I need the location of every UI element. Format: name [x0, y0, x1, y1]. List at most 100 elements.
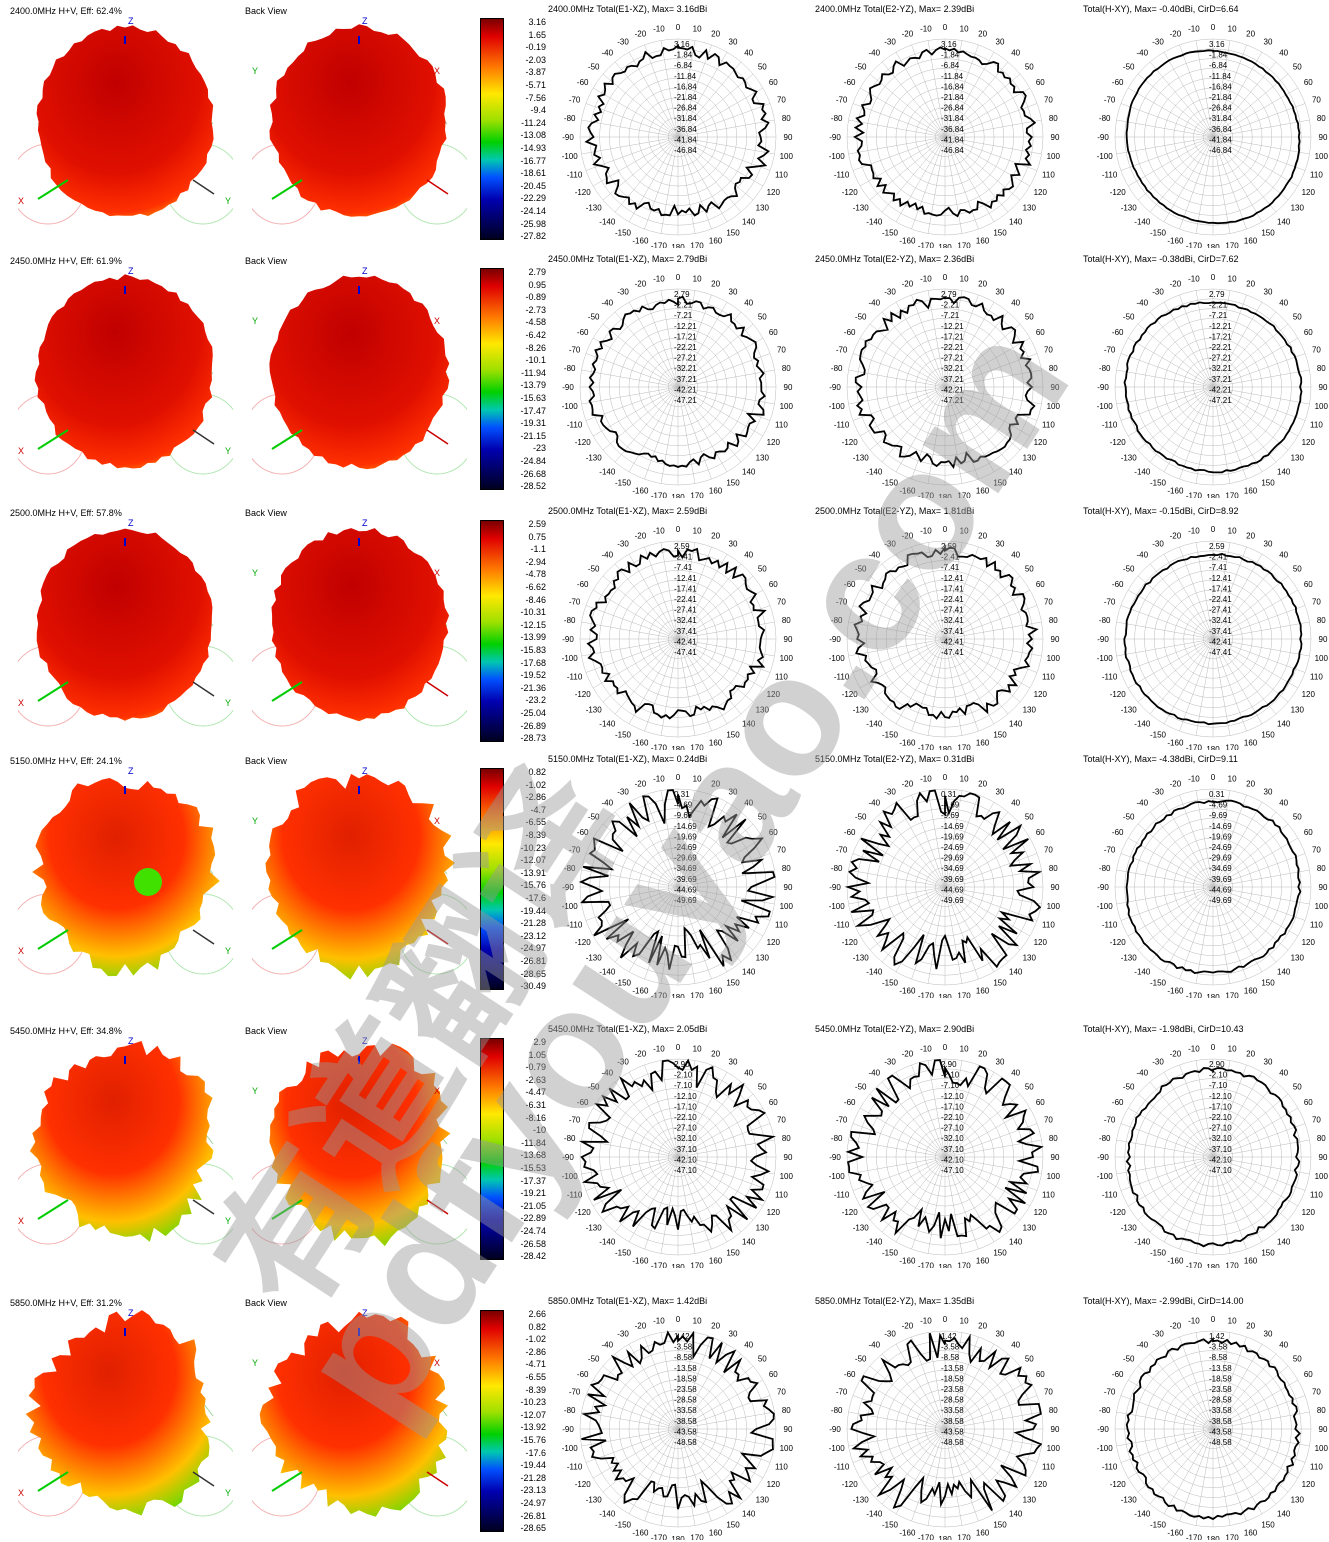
angle-label: 10 — [693, 775, 702, 784]
grid-spoke — [1212, 546, 1247, 640]
pattern-curve — [853, 46, 1037, 218]
colorbar-tick-label: -15.83 — [520, 645, 546, 655]
colorbar-tick-label: -4.58 — [525, 317, 546, 328]
angle-label: -30 — [884, 1330, 896, 1339]
angle-label: 40 — [1279, 1069, 1288, 1078]
ring-value-label: -9.69 — [1209, 811, 1228, 820]
angle-label: 100 — [1315, 152, 1329, 161]
angle-label: -30 — [617, 38, 629, 47]
angle-label: 150 — [726, 1520, 740, 1529]
angle-label: -130 — [853, 454, 870, 463]
angle-label: -50 — [588, 564, 600, 573]
angle-label: -30 — [617, 540, 629, 549]
x-axis-line — [271, 1471, 303, 1492]
pattern-curve — [853, 544, 1039, 720]
grid-spoke — [677, 1156, 728, 1243]
angle-label: -70 — [836, 345, 848, 354]
angle-label: -160 — [899, 236, 916, 245]
ring-value-label: -42.10 — [674, 1155, 697, 1164]
angle-label: 30 — [996, 540, 1005, 549]
angle-label: 130 — [756, 1224, 770, 1233]
y-axis-letter: Y — [225, 946, 231, 956]
grid-spoke — [644, 294, 679, 388]
grid-spoke — [1212, 1428, 1231, 1526]
grid-spoke — [869, 386, 946, 451]
grid-spoke — [585, 136, 679, 171]
x-axis-letter: X — [18, 196, 24, 206]
grid-spoke — [677, 638, 696, 736]
angle-label: -20 — [1170, 280, 1182, 289]
angle-label: -50 — [855, 564, 867, 573]
grid-spoke — [1212, 790, 1231, 888]
grid-spoke — [1163, 51, 1214, 138]
colorbar-tick-label: -14.93 — [520, 143, 546, 153]
grid-spoke — [881, 1428, 946, 1505]
ring-value-label: -17.10 — [1209, 1102, 1232, 1111]
grid-spoke — [927, 290, 946, 388]
angle-label: -50 — [588, 1082, 600, 1091]
angle-label: 30 — [729, 1330, 738, 1339]
ring-value-label: -43.58 — [1209, 1427, 1232, 1436]
angle-label: 170 — [957, 743, 971, 750]
angle-label: 20 — [711, 780, 720, 789]
angle-label: -130 — [1121, 454, 1138, 463]
grid-spoke — [677, 1156, 754, 1221]
grid-spoke — [1120, 353, 1214, 388]
pattern-3d-label: 5450.0MHz H+V, Eff: 34.8% — [10, 1026, 122, 1036]
angle-label: -120 — [842, 1208, 859, 1217]
angle-label: -50 — [588, 62, 600, 71]
grid-spoke — [927, 136, 946, 234]
angle-label: 140 — [742, 967, 756, 976]
angle-label: -80 — [1099, 1406, 1111, 1415]
angle-label: -150 — [882, 730, 899, 739]
grid-spoke — [1120, 386, 1214, 421]
grid-spoke — [881, 1156, 946, 1233]
z-axis-letter: Z — [362, 1036, 368, 1046]
grid-spoke — [895, 301, 946, 388]
angle-label: 10 — [960, 527, 969, 536]
ring-value-label: -21.84 — [674, 93, 697, 102]
angle-label: -50 — [588, 812, 600, 821]
ring-value-label: -22.21 — [674, 343, 697, 352]
grid-spoke — [677, 638, 728, 725]
grid-spoke — [944, 87, 1031, 138]
grid-spoke — [852, 605, 946, 640]
colorbar-tick-label: -9.4 — [530, 105, 546, 116]
radiation-surface — [25, 1310, 211, 1516]
grid-spoke — [677, 1156, 775, 1175]
ring-value-label: -14.69 — [674, 822, 697, 831]
polar-title: 2450.0MHz Total(E2-YZ), Max= 2.36dBi — [815, 254, 975, 264]
ring-value-label: -31.84 — [1209, 114, 1232, 123]
ring-value-label: -47.10 — [941, 1166, 964, 1175]
colorbar-tick-label: -26.58 — [520, 1238, 546, 1249]
ring-value-label: 1.42 — [941, 1332, 957, 1341]
angle-label: -50 — [588, 312, 600, 321]
grid-spoke — [944, 853, 1038, 888]
angle-label: -140 — [866, 719, 883, 728]
angle-label: -120 — [1110, 690, 1127, 699]
pattern-curve — [854, 296, 1036, 469]
ring-value-label: -17.41 — [1209, 584, 1232, 593]
angle-label: -160 — [899, 986, 916, 995]
angle-label: 50 — [1025, 812, 1034, 821]
angle-label: 140 — [1277, 1237, 1291, 1246]
colorbar-tick-label: -20.45 — [520, 180, 546, 191]
angle-label: 160 — [1244, 1256, 1258, 1265]
angle-label: -160 — [632, 1528, 649, 1537]
angle-label: -50 — [1123, 312, 1135, 321]
angle-label: -60 — [844, 78, 856, 87]
grid-spoke — [944, 886, 1038, 921]
angle-label: 150 — [726, 978, 740, 987]
angle-label: -50 — [1123, 1082, 1135, 1091]
angle-label: -170 — [918, 491, 935, 498]
angle-label: -50 — [1123, 812, 1135, 821]
ring-value-label: -18.58 — [674, 1374, 697, 1383]
ring-value-label: 2.90 — [674, 1060, 690, 1069]
grid-spoke — [1212, 1411, 1310, 1430]
grid-spoke — [677, 323, 754, 388]
colorbar-tick-label: -28.52 — [520, 481, 546, 492]
grid-spoke — [677, 1156, 696, 1254]
ring-value-label: -8.58 — [1209, 1353, 1228, 1362]
ring-value-label: -12.21 — [941, 322, 964, 331]
grid-spoke — [1179, 546, 1214, 640]
